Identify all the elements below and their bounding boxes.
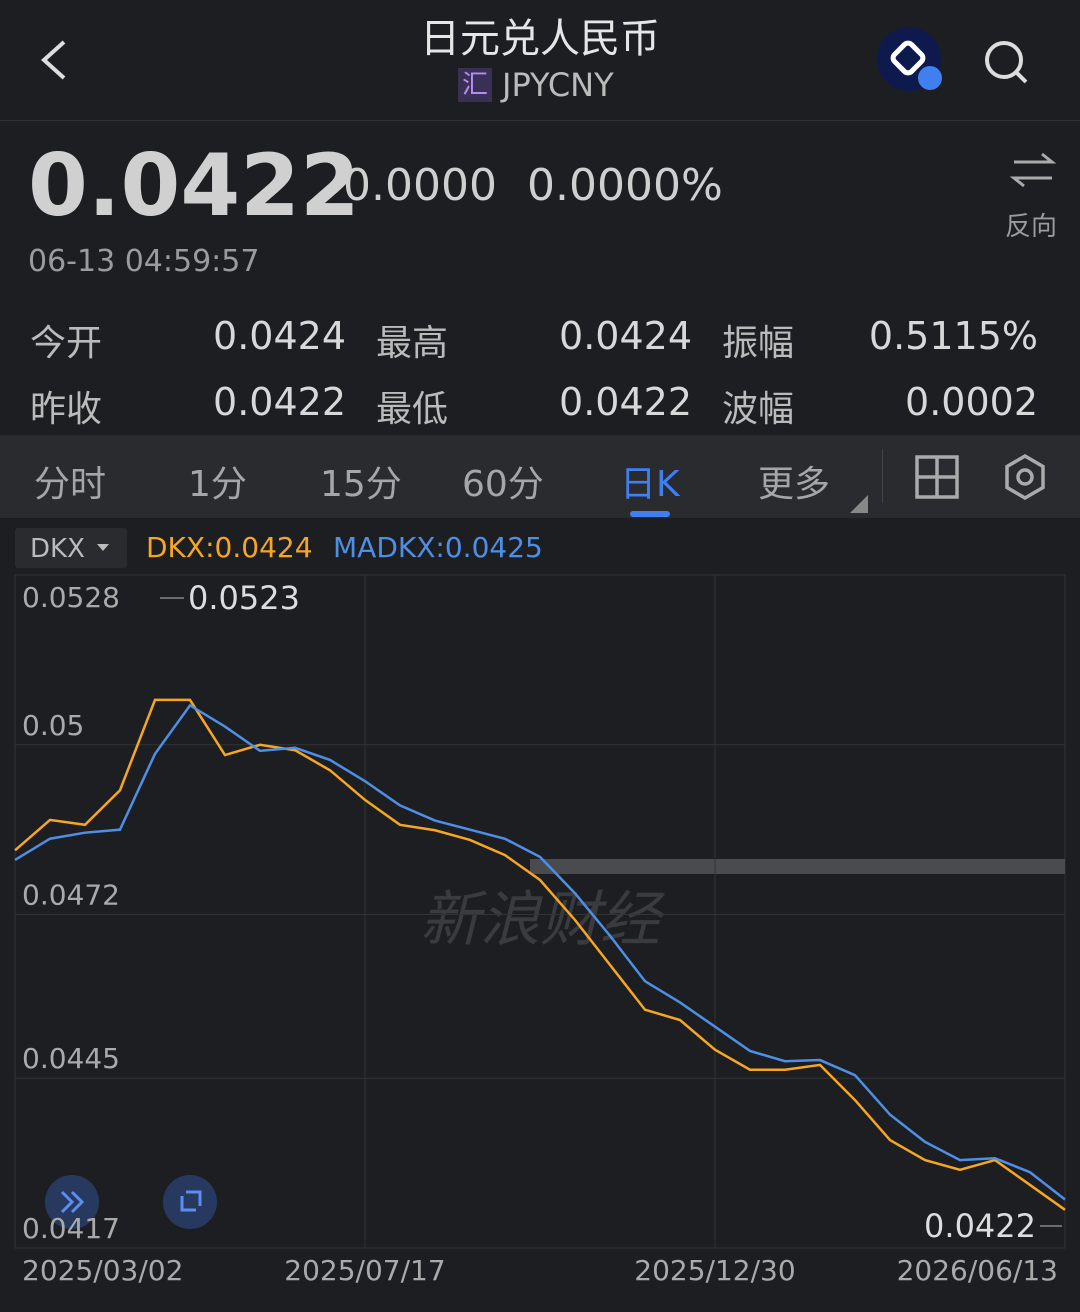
legend-entry: MADKX:0.0425: [333, 531, 543, 564]
series-line: [14, 703, 1066, 1201]
change-pct: 0.0000%: [527, 160, 723, 211]
tab[interactable]: 1分: [188, 464, 247, 505]
reverse[interactable]: 反向: [1005, 212, 1058, 242]
tab[interactable]: 更多: [758, 464, 831, 505]
reverse-icon[interactable]: [1010, 152, 1056, 188]
tab-bar: 分时 1分 15分 60分 日K 更多: [0, 435, 1080, 518]
fullscreen-button[interactable]: [163, 1175, 217, 1229]
overlay-bar: [530, 859, 1065, 874]
change: 0.0000: [343, 160, 497, 211]
symbol: JPYCNY: [502, 66, 614, 104]
layout-button[interactable]: [914, 454, 960, 500]
tab[interactable]: 60分: [462, 464, 544, 505]
expand-icon: [60, 1190, 85, 1214]
stat-value: 0.5115%: [868, 314, 1038, 358]
x-tick-label: 2025/12/30: [634, 1254, 795, 1287]
title: 日元兑人民币: [420, 16, 660, 62]
ai-button[interactable]: [876, 26, 946, 96]
stat-value: 0.0422: [213, 380, 346, 424]
badge: 汇: [458, 68, 492, 102]
stat-label: 波幅: [722, 389, 795, 430]
stat-label: 今开: [30, 323, 103, 364]
y-tick-label: 0.05: [22, 709, 84, 742]
more-arrow: [850, 495, 868, 513]
y-tick-label: 0.0445: [22, 1042, 120, 1075]
header: 日元兑人民币 汇 JPYCNY: [0, 0, 1080, 121]
price: 0.0422: [28, 136, 360, 236]
fullscreen-icon: [180, 1190, 202, 1212]
indicator-box[interactable]: [15, 528, 127, 568]
settings-button[interactable]: [1002, 454, 1048, 500]
watermark: 新浪财经: [420, 885, 666, 955]
stat-value: 0.0424: [559, 314, 692, 358]
stat-label: 最高: [376, 323, 449, 364]
stat-label: 最低: [376, 389, 449, 430]
legend-entry: DKX:0.0424: [146, 531, 313, 564]
stat-value: 0.0424: [213, 314, 346, 358]
x-tick-label: 2026/06/13: [897, 1254, 1058, 1287]
time: 06-13 04:59:57: [28, 244, 260, 279]
stat-value: 0.0002: [905, 380, 1038, 424]
x-tick-label: 2025/07/17: [284, 1254, 445, 1287]
indicator[interactable]: DKX: [30, 534, 85, 564]
max-annotation: 0.0523: [188, 579, 300, 617]
tab[interactable]: 分时: [34, 464, 107, 505]
back-button[interactable]: [36, 38, 76, 84]
tab[interactable]: 15分: [320, 464, 402, 505]
tab[interactable]: 日K: [620, 464, 680, 505]
chart: DKX 新浪财经 0.0528 0.05 0.0472 0.0445 0.0417 202…: [14, 528, 1066, 1287]
y-tick-label: 0.0528: [22, 581, 120, 614]
dropdown-arrow: [97, 544, 109, 551]
min-annotation: 0.0422: [924, 1207, 1036, 1245]
y-tick-label: 0.0472: [22, 879, 120, 912]
search-button[interactable]: [982, 38, 1032, 88]
stat-value: 0.0422: [559, 380, 692, 424]
tab-underline: [630, 511, 670, 517]
x-tick-label: 2025/03/02: [22, 1254, 183, 1287]
stat-label: 振幅: [722, 323, 795, 364]
series-line: [14, 698, 1066, 1211]
divider: [882, 449, 883, 503]
y-tick-label: 0.0417: [22, 1212, 120, 1245]
stat-label: 昨收: [30, 389, 103, 430]
